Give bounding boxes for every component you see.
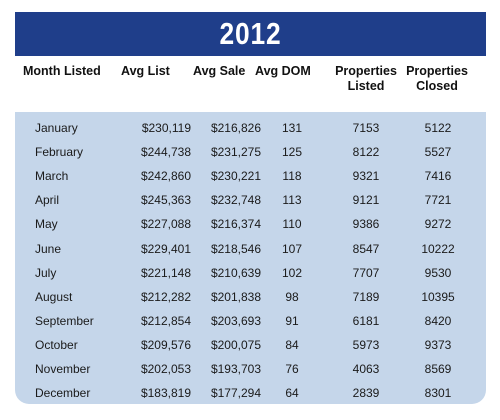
header-properties-listed: Properties Listed <box>321 64 411 94</box>
header-properties-listed-line2: Listed <box>347 79 385 93</box>
table-row: August $212,282 $201,838 98 7189 10395 <box>15 286 486 310</box>
cell-properties-closed: 7416 <box>424 169 452 184</box>
cell-properties-closed: 8420 <box>424 313 452 328</box>
cell-properties-closed: 5122 <box>424 121 452 135</box>
cell-avg-dom: 125 <box>281 145 303 160</box>
cell-avg-dom: 64 <box>285 386 299 401</box>
cell-avg-dom: 98 <box>285 289 299 304</box>
cell-avg-sale: $193,703 <box>210 362 261 376</box>
cell-month: July <box>35 265 57 280</box>
cell-month: January <box>35 121 78 135</box>
table-row: November $202,053 $193,703 76 4063 8569 <box>15 358 486 382</box>
cell-avg-dom: 84 <box>285 337 299 352</box>
header-properties-listed-line1: Properties <box>335 64 397 78</box>
cell-avg-dom: 131 <box>281 121 303 135</box>
cell-properties-closed: 9373 <box>424 337 452 352</box>
cell-month: February <box>35 145 84 160</box>
cell-avg-dom: 107 <box>281 241 303 256</box>
cell-properties-listed: 5973 <box>352 337 380 352</box>
cell-month: October <box>35 337 78 352</box>
market-stats-table: 2012 Month Listed Avg List Avg Sale Avg … <box>15 12 486 404</box>
cell-avg-dom: 76 <box>285 362 299 376</box>
cell-avg-sale: $232,748 <box>210 193 261 208</box>
table-row: September $212,854 $203,693 91 6181 8420 <box>15 310 486 334</box>
cell-properties-listed: 4063 <box>352 362 380 376</box>
table-row: December $183,819 $177,294 64 2839 8301 <box>15 382 486 406</box>
cell-month: November <box>35 362 91 376</box>
cell-avg-list: $202,053 <box>140 362 191 376</box>
cell-avg-list: $244,738 <box>140 145 191 160</box>
table-row: June $229,401 $218,546 107 8547 10222 <box>15 238 486 262</box>
cell-avg-sale: $230,221 <box>210 169 261 184</box>
table-row: April $245,363 $232,748 113 9121 7721 <box>15 189 486 213</box>
cell-avg-sale: $203,693 <box>210 313 261 328</box>
cell-properties-closed: 9530 <box>424 265 452 280</box>
cell-properties-closed: 10222 <box>421 241 455 256</box>
table-row: July $221,148 $210,639 102 7707 9530 <box>15 262 486 286</box>
cell-properties-listed: 7189 <box>352 289 380 304</box>
cell-avg-dom: 110 <box>282 217 302 232</box>
header-properties-closed-line1: Properties <box>406 64 468 78</box>
cell-month: May <box>35 217 58 232</box>
header-avg-dom: Avg DOM <box>255 64 311 78</box>
cell-properties-closed: 7721 <box>424 193 452 208</box>
cell-avg-list: $212,282 <box>140 289 191 304</box>
cell-avg-list: $242,860 <box>140 169 191 184</box>
cell-properties-listed: 8122 <box>352 145 380 160</box>
cell-avg-sale: $216,374 <box>210 217 261 232</box>
table-row: May $227,088 $216,374 110 9386 9272 <box>15 213 486 237</box>
cell-avg-sale: $231,275 <box>210 145 261 160</box>
cell-avg-sale: $201,838 <box>210 289 261 304</box>
cell-properties-closed: 5527 <box>424 145 452 160</box>
header-properties-closed: Properties Closed <box>397 64 477 94</box>
cell-avg-list: $183,819 <box>140 386 191 401</box>
cell-avg-list: $229,401 <box>140 241 191 256</box>
cell-properties-listed: 6181 <box>352 313 380 328</box>
table-title: 2012 <box>50 12 451 56</box>
cell-month: August <box>35 289 73 304</box>
header-properties-closed-line2: Closed <box>416 79 458 93</box>
cell-avg-list: $209,576 <box>140 337 191 352</box>
cell-month: April <box>35 193 60 208</box>
cell-properties-listed: 9321 <box>352 169 380 184</box>
cell-avg-sale: $210,639 <box>210 265 261 280</box>
cell-avg-list: $221,148 <box>140 265 191 280</box>
cell-avg-list: $212,854 <box>140 313 191 328</box>
cell-avg-sale: $200,075 <box>210 337 261 352</box>
cell-avg-dom: 102 <box>281 265 303 280</box>
cell-avg-dom: 91 <box>285 313 299 328</box>
cell-properties-closed: 10395 <box>421 289 455 304</box>
header-month-listed: Month Listed <box>23 64 101 78</box>
header-avg-list: Avg List <box>121 64 170 78</box>
table-row: March $242,860 $230,221 118 9321 7416 <box>15 165 486 189</box>
cell-avg-sale: $177,294 <box>210 386 261 401</box>
cell-avg-dom: 118 <box>282 169 302 184</box>
table-body: January $230,119 $216,826 131 7153 5122 Februa… <box>15 112 486 404</box>
cell-month: September <box>35 313 94 328</box>
cell-month: March <box>35 169 69 184</box>
cell-properties-listed: 9386 <box>352 217 380 232</box>
cell-avg-dom: 113 <box>282 193 302 208</box>
cell-properties-listed: 7153 <box>352 121 380 135</box>
cell-avg-list: $227,088 <box>140 217 191 232</box>
table-row: January $230,119 $216,826 131 7153 5122 <box>15 117 486 141</box>
cell-month: December <box>35 386 91 401</box>
cell-avg-list: $245,363 <box>140 193 191 208</box>
header-avg-sale: Avg Sale <box>193 64 246 78</box>
table-header: Month Listed Avg List Avg Sale Avg DOM P… <box>15 56 486 112</box>
cell-properties-closed: 8569 <box>424 362 452 376</box>
cell-properties-closed: 9272 <box>424 217 452 232</box>
table-row: February $244,738 $231,275 125 8122 5527 <box>15 141 486 165</box>
cell-properties-listed: 7707 <box>352 265 380 280</box>
cell-properties-listed: 2839 <box>352 386 380 401</box>
table-row: October $209,576 $200,075 84 5973 9373 <box>15 334 486 358</box>
cell-avg-sale: $218,546 <box>210 241 261 256</box>
cell-properties-closed: 8301 <box>424 386 452 401</box>
cell-properties-listed: 8547 <box>352 241 380 256</box>
cell-month: June <box>35 241 62 256</box>
cell-avg-list: $230,119 <box>141 121 191 135</box>
cell-avg-sale: $216,826 <box>210 121 261 135</box>
cell-properties-listed: 9121 <box>352 193 380 208</box>
